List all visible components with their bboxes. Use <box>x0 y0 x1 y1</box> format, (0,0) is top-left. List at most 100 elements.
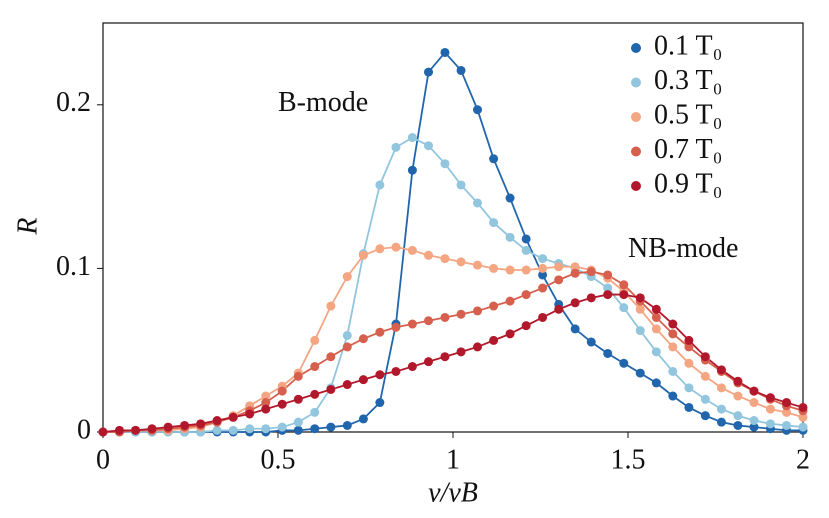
x-axis-label: v/vB <box>428 477 478 508</box>
data-point <box>163 422 173 432</box>
series-line <box>103 270 804 433</box>
x-tick-label: 2 <box>796 444 810 475</box>
data-point <box>668 329 678 339</box>
data-point <box>358 375 368 385</box>
data-point <box>505 232 515 242</box>
data-point <box>716 417 726 427</box>
data-point <box>538 283 548 293</box>
data-point <box>570 298 580 308</box>
data-point <box>651 312 661 322</box>
data-point <box>570 268 580 278</box>
data-point <box>147 424 157 434</box>
data-point <box>603 348 613 358</box>
data-point <box>782 407 792 417</box>
data-point <box>782 420 792 430</box>
data-point <box>586 337 596 347</box>
data-point <box>635 326 645 336</box>
data-point <box>554 275 564 285</box>
data-point <box>765 404 775 414</box>
data-point <box>635 304 645 314</box>
data-point <box>782 398 792 408</box>
data-point <box>407 133 417 143</box>
data-point <box>473 105 482 115</box>
data-point <box>489 154 499 164</box>
data-point <box>310 389 320 399</box>
data-point <box>684 342 694 352</box>
data-point <box>440 47 450 57</box>
y-axis-label: R <box>12 217 43 235</box>
data-point <box>375 327 385 337</box>
data-point <box>749 398 759 408</box>
data-point <box>473 342 482 352</box>
data-point <box>440 159 450 169</box>
legend-label: 0.9 T₀ <box>654 168 722 199</box>
data-point <box>391 142 401 152</box>
data-point <box>310 335 320 345</box>
data-point <box>619 290 629 300</box>
legend-marker <box>631 112 641 122</box>
data-point <box>277 399 287 409</box>
data-point <box>538 263 548 273</box>
annotation: B-mode <box>278 87 368 118</box>
data-point <box>733 376 743 386</box>
data-point <box>505 193 515 203</box>
data-point <box>391 366 401 376</box>
data-point <box>277 422 287 432</box>
data-point <box>570 324 580 334</box>
data-point <box>131 425 141 435</box>
data-point <box>684 402 694 412</box>
data-point <box>749 386 759 396</box>
data-point <box>440 254 450 264</box>
data-point <box>619 280 629 290</box>
data-point <box>733 391 743 401</box>
data-point <box>733 420 743 430</box>
data-point <box>407 362 417 372</box>
data-point <box>310 424 320 434</box>
data-point <box>310 362 320 372</box>
data-point <box>684 358 694 368</box>
data-point <box>505 296 515 306</box>
data-point <box>440 312 450 322</box>
data-point <box>456 347 466 357</box>
legend-marker <box>631 43 641 53</box>
x-tick-label: 0 <box>96 444 110 475</box>
data-point <box>375 370 385 380</box>
data-point <box>326 384 336 394</box>
legend-label: 0.3 T₀ <box>654 65 722 96</box>
data-point <box>570 262 580 272</box>
data-point <box>293 394 303 404</box>
data-point <box>440 352 450 362</box>
data-point <box>684 335 694 345</box>
data-point <box>716 365 726 375</box>
legend-marker <box>631 181 641 191</box>
data-point <box>245 424 255 434</box>
data-point <box>424 316 433 326</box>
data-point <box>489 335 499 345</box>
data-point <box>538 270 548 280</box>
data-point <box>473 198 482 208</box>
data-point <box>668 342 678 352</box>
data-point <box>668 391 678 401</box>
data-point <box>358 414 368 424</box>
y-tick-label: 0.2 <box>56 87 91 118</box>
data-point <box>489 263 499 273</box>
data-point <box>651 378 661 388</box>
data-point <box>538 312 548 322</box>
data-point <box>489 218 499 228</box>
data-point <box>716 383 726 393</box>
data-point <box>407 319 417 329</box>
data-point <box>424 67 433 77</box>
data-point <box>424 250 433 260</box>
data-point <box>114 425 124 435</box>
data-point <box>505 265 515 275</box>
y-tick-label: 0 <box>77 414 91 445</box>
data-point <box>375 244 385 254</box>
data-point <box>700 394 710 404</box>
data-point <box>342 380 352 390</box>
data-point <box>521 321 531 331</box>
data-point <box>310 407 320 417</box>
data-point <box>603 270 613 280</box>
data-point <box>798 402 808 412</box>
legend-label: 0.1 T₀ <box>654 30 722 61</box>
